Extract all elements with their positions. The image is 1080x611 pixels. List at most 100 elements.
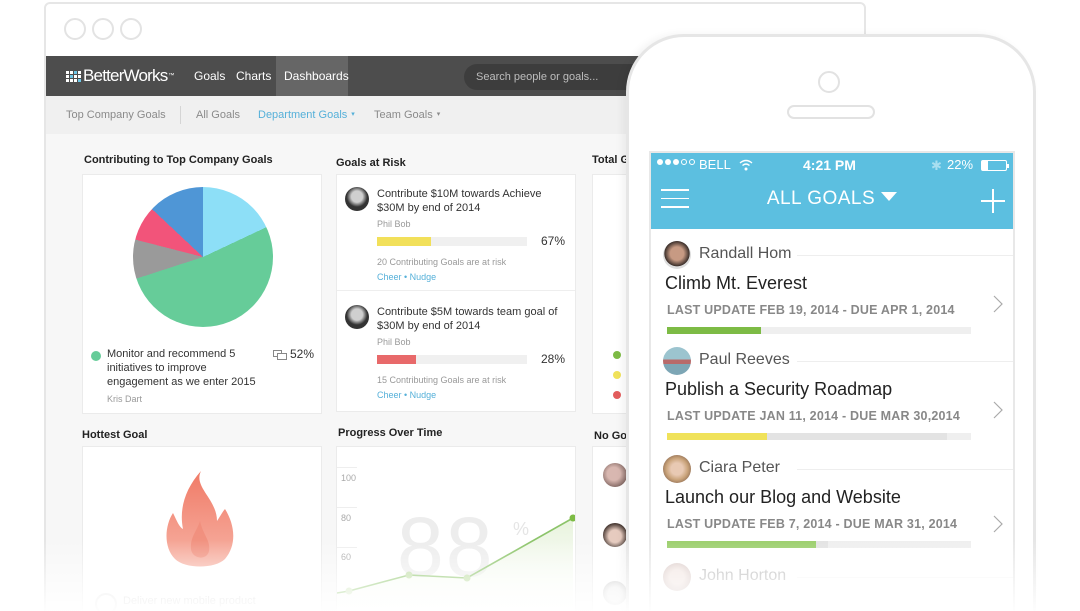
goal-title: Publish a Security Roadmap [665,379,893,399]
subnav-all-goals[interactable]: All Goals [196,109,241,121]
y-tick-80: 80 [341,513,352,523]
search-placeholder: Search people or goals... [476,71,599,83]
avatar[interactable] [603,581,627,605]
contributing-card: Monitor and recommend 5 initiatives to i… [82,174,322,414]
goal-list-item[interactable]: John Horton [651,553,1013,611]
y-tick-100: 100 [341,473,357,483]
battery-percent: 22% [947,157,974,172]
subnav-department-goals[interactable]: Department Goals ▾ [258,96,355,134]
betterworks-logo[interactable]: BetterWorks ™ [66,66,174,86]
legend-percent: 52% [290,347,315,361]
goal-title: Launch our Blog and Website [665,487,901,507]
avatar [663,455,691,483]
goal-list-item[interactable]: Ciara Peter Launch our Blog and Website … [651,445,1013,553]
nav-goals[interactable]: Goals [194,69,226,83]
grid-line [337,507,357,508]
signal-icon [657,159,695,165]
goal-dates: LAST UPDATE FEB 7, 2014 - DUE MAR 31, 20… [667,517,958,531]
goal-owner: Randall Hom [699,245,792,262]
avatar [345,187,369,211]
add-goal-icon[interactable] [981,189,1005,213]
hottest-goal-card[interactable]: Deliver new mobile product [82,446,322,611]
chevron-down-icon: ▾ [436,111,441,119]
subnav-team-goals[interactable]: Team Goals ▾ [374,96,440,134]
cheer-nudge-links[interactable]: Cheer • Nudge [377,390,437,400]
phone-mockup: BELL 4:21 PM ✱ 22% ALL GOALS Randall Hom… [626,34,1036,611]
risk-goal-percent: 28% [541,352,566,366]
legend-goal-owner: Kris Dart [107,394,143,404]
cheer-nudge-links[interactable]: Cheer • Nudge [377,272,437,282]
chevron-down-icon [881,192,898,202]
goal-list-item[interactable]: Randall Hom Climb Mt. Everest LAST UPDAT… [651,231,1013,339]
trademark: ™ [168,73,174,79]
legend-dot [91,351,101,361]
legend-goal-title[interactable]: Monitor and recommend 5 initiatives to i… [107,348,256,388]
app-header: BELL 4:21 PM ✱ 22% ALL GOALS [651,153,1013,229]
avatar [345,305,369,329]
window-close-button[interactable] [64,18,86,40]
subnav-divider [180,106,181,124]
subnav-top-company-goals[interactable]: Top Company Goals [66,109,166,121]
goals-at-risk-title: Goals at Risk [336,157,406,169]
wifi-icon [739,159,753,171]
chevron-right-icon[interactable] [993,515,1003,533]
progress-line-chart[interactable] [337,447,576,611]
flame-icon [166,471,234,567]
nav-dashboards[interactable]: Dashboards [276,56,349,96]
app-title: ALL GOALS [766,188,876,209]
risk-goal-count: 15 Contributing Goals are at risk [377,375,507,385]
avatar[interactable] [603,523,627,547]
goal-dates: LAST UPDATE JAN 11, 2014 - DUE MAR 30,20… [667,409,960,423]
grid-line [337,467,357,468]
status-dot-red [613,391,621,399]
goal-owner: Paul Reeves [699,351,790,368]
total-goals-title: Total G [592,154,630,166]
avatar [663,563,691,591]
pie-chart[interactable] [133,187,273,327]
subnav-team-label: Team Goals [374,109,433,121]
progress-chart-card: 100 80 60 88 % [336,446,576,611]
divider [797,577,1013,578]
window-maximize-button[interactable] [120,18,142,40]
goal-list-item[interactable]: Paul Reeves Publish a Security Roadmap L… [651,337,1013,445]
battery-icon [981,160,1009,171]
hottest-goal-title: Hottest Goal [82,429,148,441]
phone-screen: BELL 4:21 PM ✱ 22% ALL GOALS Randall Hom… [649,151,1015,611]
risk-goal-title[interactable]: Contribute $5M towards team goal of $30M… [377,306,558,332]
divider [797,469,1013,470]
divider [797,361,1013,362]
progress-bar [667,541,971,548]
phone-speaker [787,105,875,119]
risk-goal-owner: Phil Bob [377,337,411,347]
risk-goal-percent: 67% [541,234,566,248]
goal-title: Climb Mt. Everest [665,273,808,293]
status-bar: BELL 4:21 PM ✱ 22% [651,157,1013,175]
risk-goal-item[interactable]: Contribute $10M towards Achieve $30M by … [337,175,575,291]
status-dot-yellow [613,371,621,379]
goals-at-risk-card: Contribute $10M towards Achieve $30M by … [336,174,576,412]
risk-goal-owner: Phil Bob [377,219,411,229]
divider [797,255,1013,256]
status-time: 4:21 PM [803,157,856,173]
avatar[interactable] [603,463,627,487]
bluetooth-icon: ✱ [931,158,942,173]
nav-charts[interactable]: Charts [236,69,272,83]
chevron-right-icon[interactable] [993,295,1003,313]
avatar [663,241,691,269]
risk-goal-item[interactable]: Contribute $5M towards team goal of $30M… [337,293,575,409]
avatar [663,347,691,375]
goals-filter-dropdown[interactable]: ALL GOALS [651,188,1013,210]
progress-bar [667,433,971,440]
progress-over-time-title: Progress Over Time [338,427,443,439]
comment-icon[interactable] [273,350,287,360]
browser-titlebar [46,4,864,54]
hamburger-menu-icon[interactable] [661,189,689,209]
chevron-right-icon[interactable] [993,401,1003,419]
hottest-goal-name[interactable]: Deliver new mobile product [123,595,256,607]
big-progress-unit: % [513,519,530,539]
window-minimize-button[interactable] [92,18,114,40]
risk-goal-title[interactable]: Contribute $10M towards Achieve $30M by … [377,188,542,214]
carrier-name: BELL [699,157,731,172]
status-dot-green [613,351,621,359]
